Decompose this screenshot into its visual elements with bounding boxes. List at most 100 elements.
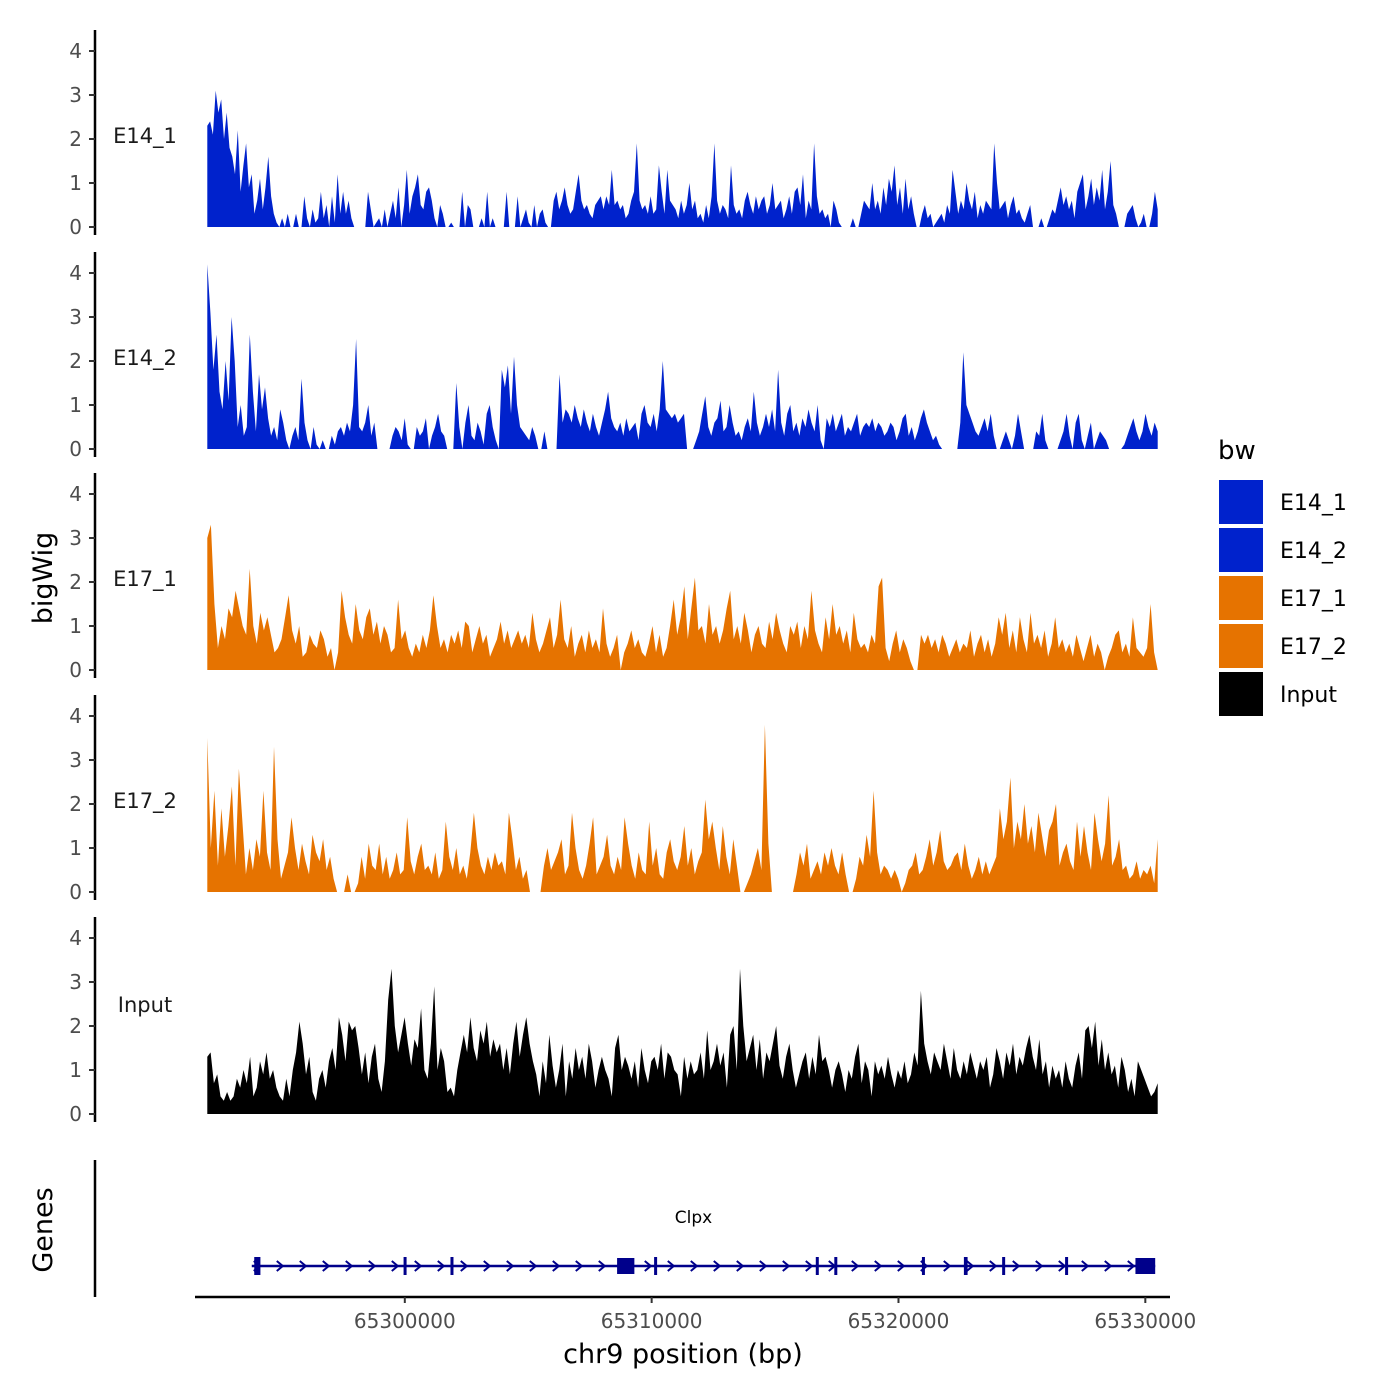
exon [403,1257,407,1275]
y-tick-label: 2 [69,570,82,594]
strand-arrow [1127,1260,1136,1272]
track-label: Input [118,993,172,1017]
track-label: E14_2 [113,346,177,371]
track-e17-2: 0 1 2 3 4 E17_2 [69,695,1158,904]
exon [963,1257,968,1275]
strand-arrow [460,1260,469,1272]
legend-label: E17_2 [1280,635,1347,660]
y-tick-label: 1 [69,393,82,417]
strand-arrow [851,1260,860,1272]
exon [834,1257,838,1275]
legend-key [1219,624,1263,668]
legend-title: bw [1218,436,1256,466]
legend-key [1219,672,1263,716]
coverage-area [207,724,1158,892]
coverage-area [207,90,1158,227]
y-tick-label: 0 [69,880,82,904]
strand-arrow [1035,1260,1044,1272]
strand-arrow [483,1260,492,1272]
strand-arrow [713,1260,722,1272]
legend-label: E17_1 [1280,587,1347,612]
strand-arrow [782,1260,791,1272]
strand-arrow [391,1260,400,1272]
x-tick-label: 65320000 [848,1309,950,1333]
exon [1135,1258,1156,1274]
legend: bw E14_1 E14_2 E17_1 E17_2 Input [1218,436,1347,716]
x-tick-label: 65330000 [1094,1309,1196,1333]
exon [1002,1257,1006,1275]
track-label: E17_1 [113,567,177,592]
strand-arrow [1012,1260,1021,1272]
strand-arrow [368,1260,377,1272]
gene-label: Clpx [675,1208,712,1228]
y-tick-label: 3 [69,970,82,994]
track-e14-1: 0 1 2 3 4 E14_1 [69,30,1158,239]
track-input: 0 1 2 3 4 Input [69,917,1158,1126]
y-tick-label: 4 [69,39,82,63]
x-tick-label: 65300000 [354,1309,456,1333]
exon [1065,1257,1069,1275]
y-tick-label: 0 [69,1102,82,1126]
strand-arrow [345,1260,354,1272]
legend-label: E14_2 [1280,539,1347,564]
strand-arrow [575,1260,584,1272]
x-axis-title: chr9 position (bp) [563,1339,803,1370]
y-tick-label: 3 [69,748,82,772]
strand-arrow [690,1260,699,1272]
legend-key [1219,576,1263,620]
y-tick-label: 0 [69,215,82,239]
genes-axis-title: Genes [28,1187,59,1272]
y-tick-label: 1 [69,614,82,638]
coverage-area [207,968,1158,1114]
y-tick-label: 1 [69,836,82,860]
coverage-area [207,264,1158,449]
legend-key [1219,528,1263,572]
y-tick-label: 3 [69,526,82,550]
strand-arrow [897,1260,906,1272]
strand-arrow [874,1260,883,1272]
exon [921,1257,925,1275]
coverage-area [207,524,1158,670]
legend-label: E14_1 [1280,491,1347,516]
exon [654,1257,658,1275]
y-tick-label: 2 [69,792,82,816]
strand-arrow [437,1260,446,1272]
x-tick-label: 65310000 [601,1309,703,1333]
legend-label: Input [1280,683,1337,708]
strand-arrow [598,1260,607,1272]
y-tick-label: 4 [69,261,82,285]
legend-key [1219,480,1263,524]
exon [815,1257,819,1275]
strand-arrow [966,1260,975,1272]
y-tick-label: 1 [69,171,82,195]
strand-arrow [1058,1260,1067,1272]
track-label: E17_2 [113,789,177,814]
strand-arrow [414,1260,423,1272]
y-tick-label: 3 [69,305,82,329]
track-e14-2: 0 1 2 3 4 E14_2 [69,252,1158,461]
track-label: E14_1 [113,124,177,149]
y-tick-label: 2 [69,349,82,373]
y-tick-label: 4 [69,482,82,506]
exon [450,1257,454,1275]
y-tick-label: 3 [69,83,82,107]
strand-arrow [667,1260,676,1272]
coverage-tracks: 0 1 2 3 4 E14_1 0 1 2 3 4 E14_2 0 1 2 3 4 E17_1 0 1 2 3 4 E17_2… [69,30,1158,1126]
y-axis-title: bigWig [28,532,59,625]
y-tick-label: 0 [69,437,82,461]
strand-arrow [529,1260,538,1272]
y-tick-label: 4 [69,926,82,950]
x-axis: 65300000 65310000 65320000 65330000 [195,1295,1196,1333]
strand-arrow [644,1260,653,1272]
strand-arrow [736,1260,745,1272]
strand-arrow [943,1260,952,1272]
y-tick-label: 0 [69,658,82,682]
strand-arrow [552,1260,561,1272]
exon [617,1258,635,1274]
strand-arrow [506,1260,515,1272]
strand-arrow [1104,1260,1113,1272]
strand-arrow [805,1260,814,1272]
y-tick-label: 2 [69,127,82,151]
strand-arrow [1081,1260,1090,1272]
